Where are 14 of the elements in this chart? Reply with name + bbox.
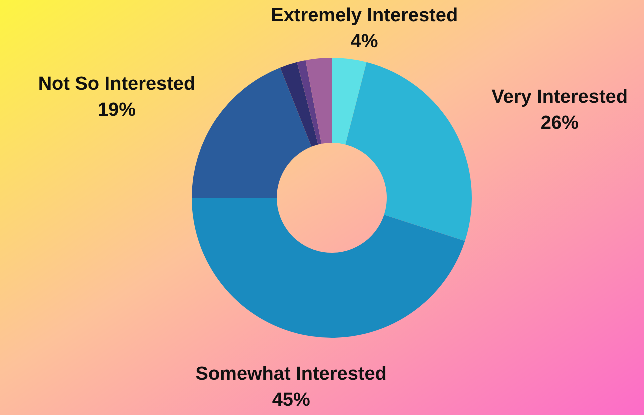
donut-slice [332,58,367,145]
donut-slice [346,62,472,242]
slice-label: Extremely Interested [271,5,458,26]
data-label: 4% [350,31,378,52]
donut-slice [306,58,332,144]
donut-slice [297,60,322,145]
data-label: 26% [540,112,579,134]
slice-label: Somewhat Interested [196,364,387,386]
data-label: 45% [272,390,310,412]
slice-label: Not So Interested [38,74,196,96]
data-label: 19% [98,100,136,122]
slice-label: Very Interested [492,86,628,108]
donut-slice [192,198,466,338]
donut-slice [280,62,318,147]
